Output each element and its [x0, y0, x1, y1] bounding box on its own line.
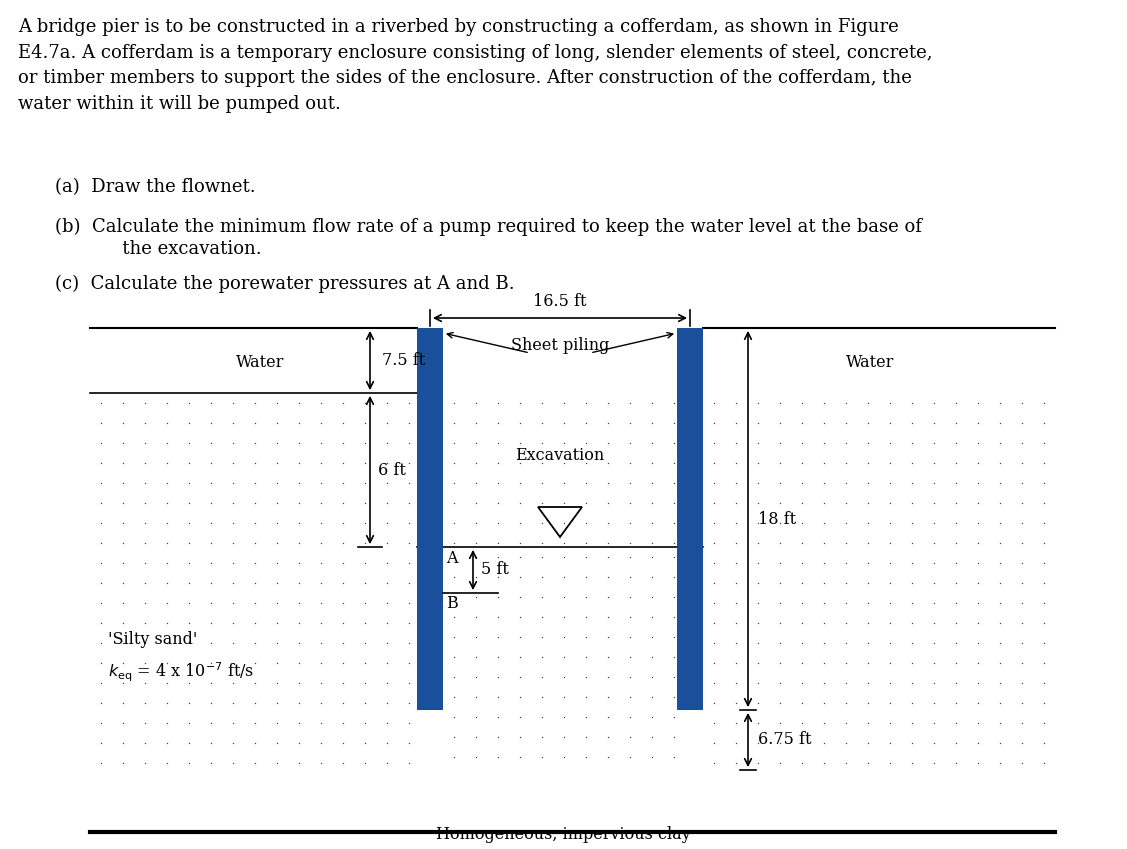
Text: (b)  Calculate the minimum flow rate of a pump required to keep the water level : (b) Calculate the minimum flow rate of a…	[55, 218, 922, 236]
Text: Homogeneous, impervious clay: Homogeneous, impervious clay	[436, 826, 691, 843]
Text: (a)  Draw the flownet.: (a) Draw the flownet.	[55, 178, 256, 196]
Text: 6 ft: 6 ft	[378, 462, 406, 479]
Text: $k_\mathrm{eq}$ = 4 x 10$^{-7}$ ft/s: $k_\mathrm{eq}$ = 4 x 10$^{-7}$ ft/s	[108, 661, 255, 683]
Text: Water: Water	[236, 353, 284, 370]
Text: 7.5 ft: 7.5 ft	[382, 352, 425, 369]
Text: 16.5 ft: 16.5 ft	[533, 293, 587, 310]
Text: Excavation: Excavation	[515, 447, 604, 464]
Text: Water: Water	[845, 353, 894, 370]
Text: 18 ft: 18 ft	[758, 510, 796, 527]
Text: A: A	[446, 550, 458, 567]
Text: A bridge pier is to be constructed in a riverbed by constructing a cofferdam, as: A bridge pier is to be constructed in a …	[18, 18, 932, 113]
Text: B: B	[446, 595, 458, 612]
Bar	[677, 328, 703, 710]
Text: Sheet piling: Sheet piling	[511, 336, 610, 353]
Text: (c)  Calculate the porewater pressures at A and B.: (c) Calculate the porewater pressures at…	[55, 275, 515, 293]
Bar	[417, 328, 443, 710]
Text: 6.75 ft: 6.75 ft	[758, 732, 811, 749]
Text: the excavation.: the excavation.	[82, 240, 261, 258]
Text: 5 ft: 5 ft	[481, 561, 509, 578]
Text: 'Silty sand': 'Silty sand'	[108, 632, 197, 649]
